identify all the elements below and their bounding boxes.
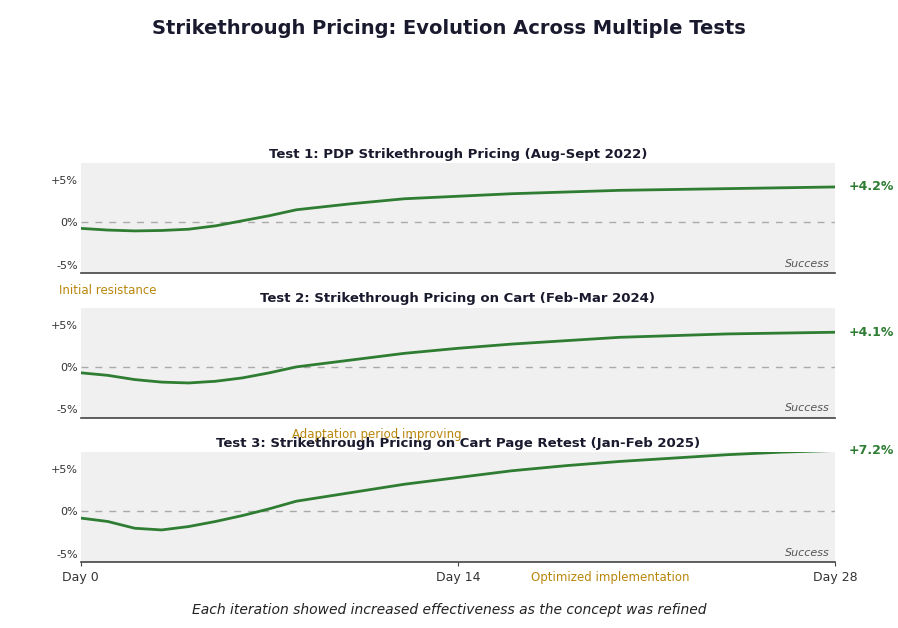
Text: +4.1%: +4.1% bbox=[849, 326, 894, 338]
Text: +4.2%: +4.2% bbox=[849, 180, 894, 193]
Title: Test 3: Strikethrough Pricing on Cart Page Retest (Jan-Feb 2025): Test 3: Strikethrough Pricing on Cart Pa… bbox=[216, 436, 700, 450]
Text: Strikethrough Pricing: Evolution Across Multiple Tests: Strikethrough Pricing: Evolution Across … bbox=[152, 19, 746, 38]
Text: Each iteration showed increased effectiveness as the concept was refined: Each iteration showed increased effectiv… bbox=[192, 603, 706, 617]
Text: Success: Success bbox=[785, 403, 830, 413]
Text: Optimized implementation: Optimized implementation bbox=[532, 571, 690, 584]
Title: Test 1: PDP Strikethrough Pricing (Aug-Sept 2022): Test 1: PDP Strikethrough Pricing (Aug-S… bbox=[269, 148, 647, 161]
Text: Initial resistance: Initial resistance bbox=[59, 284, 156, 297]
Text: Success: Success bbox=[785, 548, 830, 558]
Title: Test 2: Strikethrough Pricing on Cart (Feb-Mar 2024): Test 2: Strikethrough Pricing on Cart (F… bbox=[260, 292, 656, 305]
Text: +7.2%: +7.2% bbox=[849, 444, 894, 457]
Text: Success: Success bbox=[785, 259, 830, 269]
Text: Adaptation period improving: Adaptation period improving bbox=[293, 428, 462, 441]
